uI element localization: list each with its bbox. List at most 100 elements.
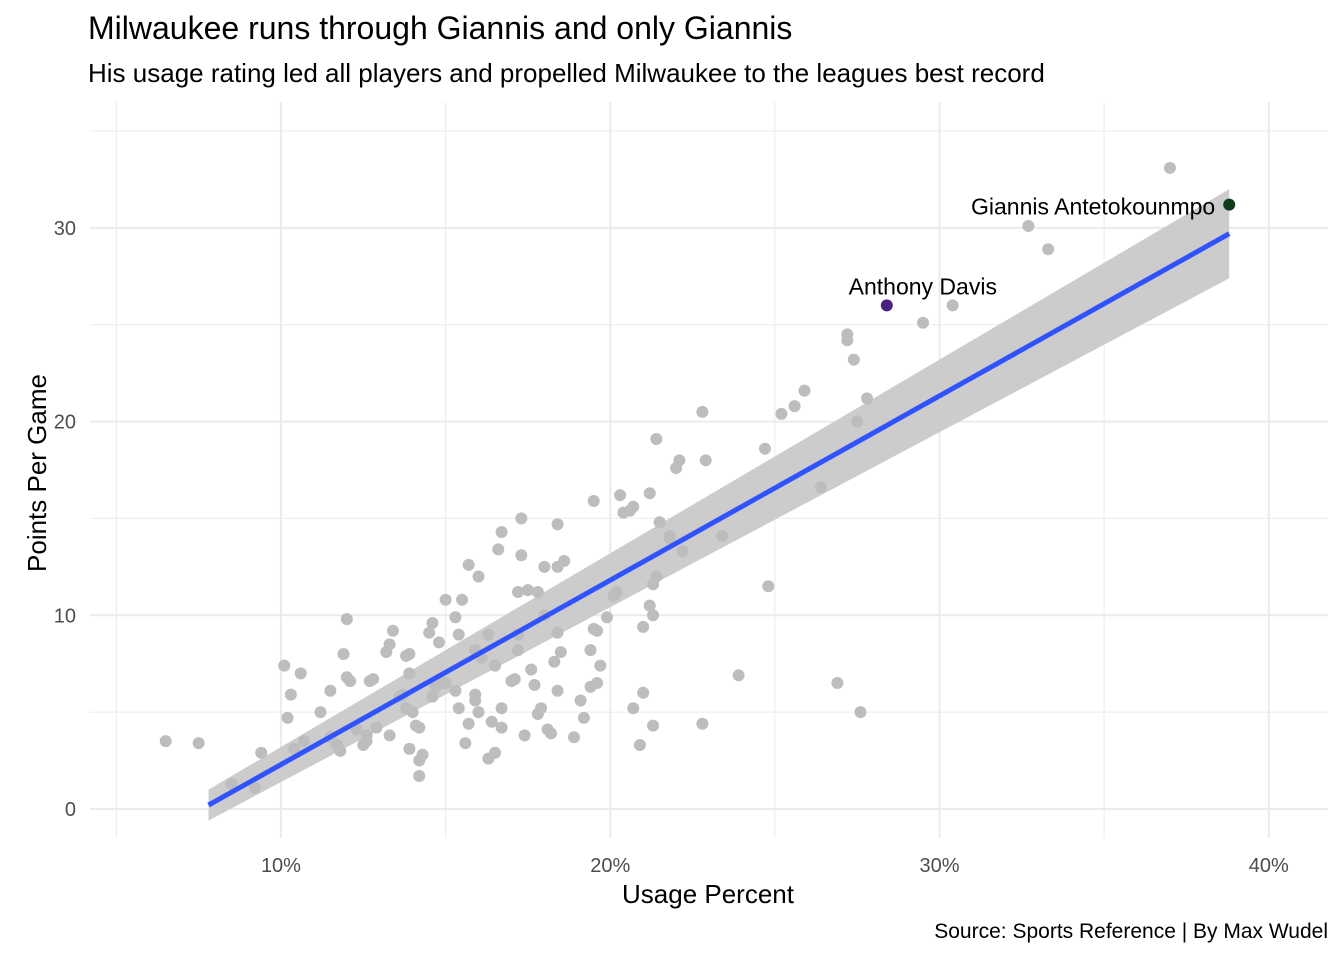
data-point [627, 702, 640, 715]
data-point [386, 624, 399, 637]
data-point [426, 690, 439, 703]
data-point [1163, 161, 1176, 174]
data-point [594, 659, 607, 672]
data-point [462, 717, 475, 730]
data-point [449, 684, 462, 697]
data-point [831, 677, 844, 690]
data-point [1022, 219, 1035, 232]
data-point [643, 487, 656, 500]
data-point [433, 636, 446, 649]
data-point [469, 694, 482, 707]
data-point [512, 644, 525, 657]
data-point [495, 702, 508, 715]
data-point [403, 648, 416, 660]
data-point [637, 620, 650, 633]
data-point [847, 353, 860, 366]
data-point [281, 711, 294, 724]
data-point [1042, 243, 1055, 256]
data-point [650, 433, 663, 446]
y-tick-label: 0 [65, 799, 76, 821]
data-point [917, 316, 930, 329]
highlight-layer: Giannis Antetokounmpo Anthony Davis [849, 194, 1236, 312]
data-point [413, 770, 426, 783]
davis-label: Anthony Davis [849, 273, 997, 299]
data-point [225, 777, 238, 790]
data-point [512, 586, 525, 599]
data-point [403, 667, 416, 680]
data-point [248, 781, 261, 794]
data-point [663, 531, 676, 544]
data-point [525, 663, 538, 676]
data-point [367, 673, 380, 686]
data-point [627, 500, 640, 513]
data-point [284, 688, 297, 701]
data-point [600, 611, 613, 624]
data-point [653, 516, 666, 529]
x-tick-label: 40% [1249, 855, 1289, 877]
data-point [459, 737, 472, 750]
data-point [403, 742, 416, 755]
data-point [551, 684, 564, 697]
data-point [462, 558, 475, 571]
data-point [288, 742, 301, 755]
data-point [406, 706, 419, 719]
data-point [716, 529, 729, 542]
data-point [614, 489, 627, 502]
data-point [314, 706, 327, 719]
data-point [344, 675, 357, 688]
data-point [551, 518, 564, 531]
data-point [360, 729, 373, 742]
data-point [861, 392, 874, 405]
data-point [535, 702, 548, 715]
data-point [544, 727, 557, 740]
data-point [515, 549, 528, 562]
giannis-point [1223, 198, 1236, 211]
y-tick-label: 30 [54, 218, 76, 240]
data-point [472, 706, 485, 719]
data-point [591, 677, 604, 690]
data-point [531, 586, 544, 599]
data-point [492, 543, 505, 556]
confidence-band [208, 189, 1230, 821]
chart-title: Milwaukee runs through Giannis and only … [88, 10, 793, 46]
data-point [851, 415, 864, 428]
chart-subtitle: His usage rating led all players and pro… [88, 58, 1045, 88]
data-point [574, 694, 587, 707]
davis-point [880, 299, 893, 312]
data-point [676, 545, 689, 558]
trend-layer [207, 231, 1231, 808]
data-point [788, 400, 801, 413]
data-point [673, 454, 686, 467]
data-point [482, 628, 495, 641]
data-point [383, 729, 396, 742]
data-point [554, 646, 567, 659]
data-point [637, 686, 650, 699]
data-point [426, 617, 439, 630]
data-point [495, 525, 508, 538]
points-layer [159, 161, 1176, 794]
data-point [159, 735, 172, 748]
data-point [383, 638, 396, 651]
data-point [515, 512, 528, 525]
data-point [449, 611, 462, 624]
data-point [587, 494, 600, 507]
data-point [413, 721, 426, 734]
x-tick-label: 20% [590, 855, 630, 877]
data-point [192, 737, 205, 750]
data-point [696, 717, 709, 730]
y-tick-label: 20 [54, 412, 76, 434]
data-point [528, 678, 541, 691]
data-point [488, 659, 501, 672]
data-point [294, 667, 307, 680]
confidence-band-layer [208, 189, 1230, 821]
data-point [647, 609, 660, 622]
data-point [456, 593, 469, 606]
data-point [340, 613, 353, 626]
axis-layer: 10% 20% 30% 40% 0 10 20 30 [54, 218, 1289, 877]
data-point [841, 334, 854, 347]
data-point [548, 655, 561, 668]
trend-line [207, 231, 1231, 808]
data-point [610, 586, 623, 599]
data-point [946, 299, 959, 312]
x-tick-label: 10% [261, 855, 301, 877]
